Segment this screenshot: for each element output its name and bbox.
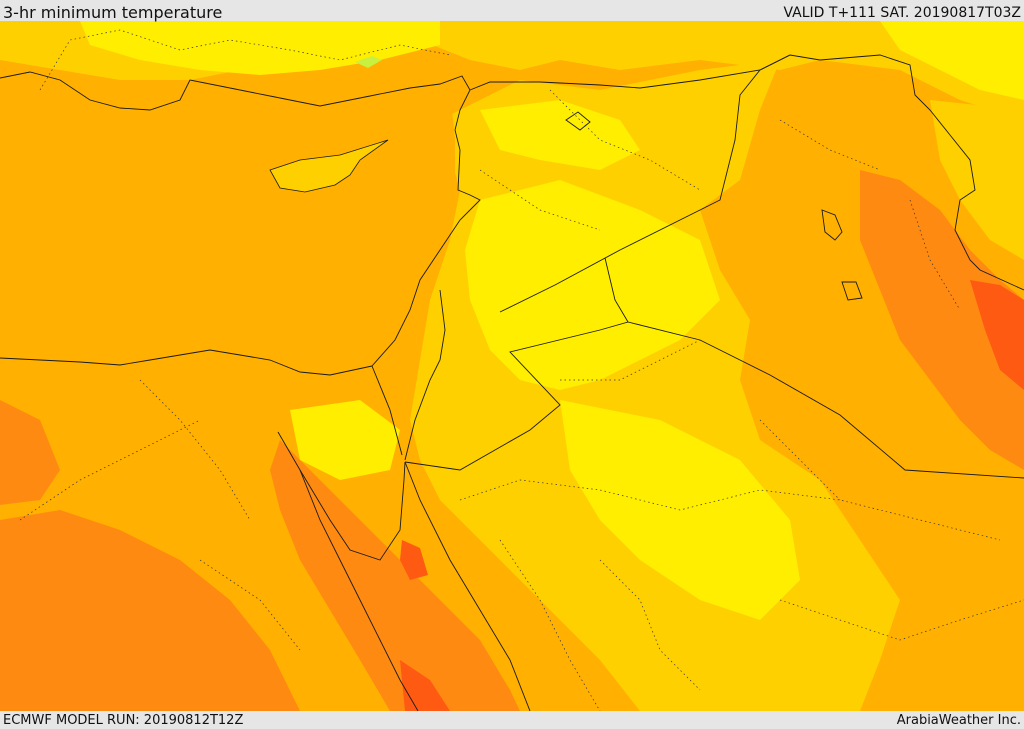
map-title: 3-hr minimum temperature (3, 3, 223, 22)
cyprus-island (269, 139, 389, 193)
credit-label: ArabiaWeather Inc. (896, 713, 1021, 728)
very-hot-zone-iraq (860, 170, 1024, 470)
province-borders (19, 29, 1024, 711)
very-hot-zone-egypt-west (0, 400, 60, 505)
model-run-label: ECMWF MODEL RUN: 20190812T12Z (3, 713, 244, 728)
valid-time-label: VALID T+111 SAT. 20190817T03Z (783, 5, 1021, 21)
hot-zone-egypt (0, 360, 280, 530)
hottest-patch-red-sea (400, 540, 428, 580)
mild-zone-turkey (80, 21, 440, 75)
hottest-zone-gulf (970, 280, 1024, 390)
very-hot-zone-red-sea (270, 440, 520, 711)
map-footer: ECMWF MODEL RUN: 20190812T12Z ArabiaWeat… (0, 711, 1024, 729)
mild-zone-jordan (465, 180, 720, 390)
very-hot-zone-egypt (0, 510, 300, 711)
map-canvas (0, 21, 1024, 711)
mild-zone-sinai (290, 400, 400, 480)
temperature-map[interactable] (0, 21, 1024, 711)
mediterranean-sea (0, 80, 455, 375)
map-header: 3-hr minimum temperature VALID T+111 SAT… (0, 0, 1024, 22)
mild-zone-ne (880, 21, 1024, 100)
country-borders (0, 54, 1024, 711)
cool-patch-turkey (355, 56, 382, 68)
hottest-zone-red-sea (400, 660, 450, 711)
mild-zone-syria (480, 100, 640, 170)
